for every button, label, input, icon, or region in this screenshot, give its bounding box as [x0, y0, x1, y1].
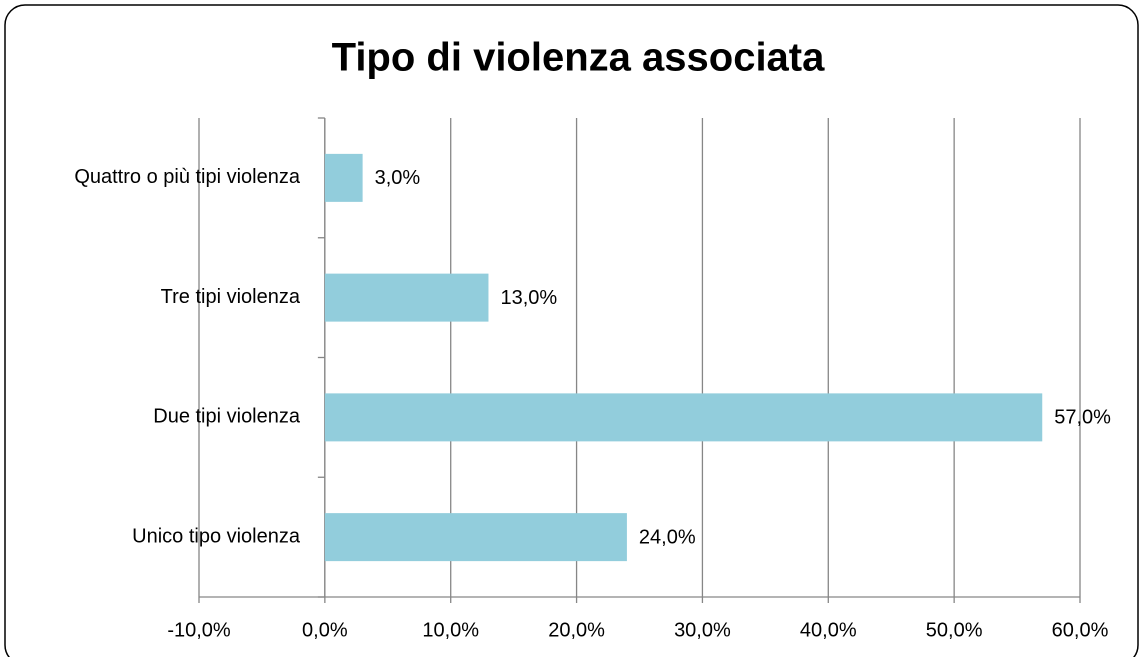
bar: [324, 153, 363, 202]
y-tick-label: Unico tipo violenza: [132, 525, 301, 547]
y-tick-label: Tre tipi violenza: [161, 286, 301, 308]
x-tick-label: 50,0%: [926, 619, 983, 641]
data-label: 3,0%: [375, 167, 421, 189]
chart-border: [4, 4, 1139, 657]
x-tick-label: 20,0%: [548, 619, 605, 641]
bar: [324, 393, 1043, 442]
x-tick-label: 60,0%: [1052, 619, 1109, 641]
x-tick-label: -10,0%: [167, 619, 231, 641]
y-tick-label: Due tipi violenza: [153, 406, 301, 428]
x-tick-label: 40,0%: [800, 619, 857, 641]
y-tick-label: Quattro o più tipi violenza: [74, 166, 301, 188]
x-tick-label: 10,0%: [422, 619, 479, 641]
x-tick-label: 30,0%: [674, 619, 731, 641]
x-tick-label: 0,0%: [302, 619, 348, 641]
bar: [324, 273, 489, 322]
bar: [324, 513, 627, 562]
data-label: 13,0%: [500, 287, 557, 309]
data-label: 24,0%: [639, 526, 696, 548]
chart-title: Tipo di violenza associata: [332, 36, 826, 80]
data-label: 57,0%: [1054, 407, 1111, 429]
